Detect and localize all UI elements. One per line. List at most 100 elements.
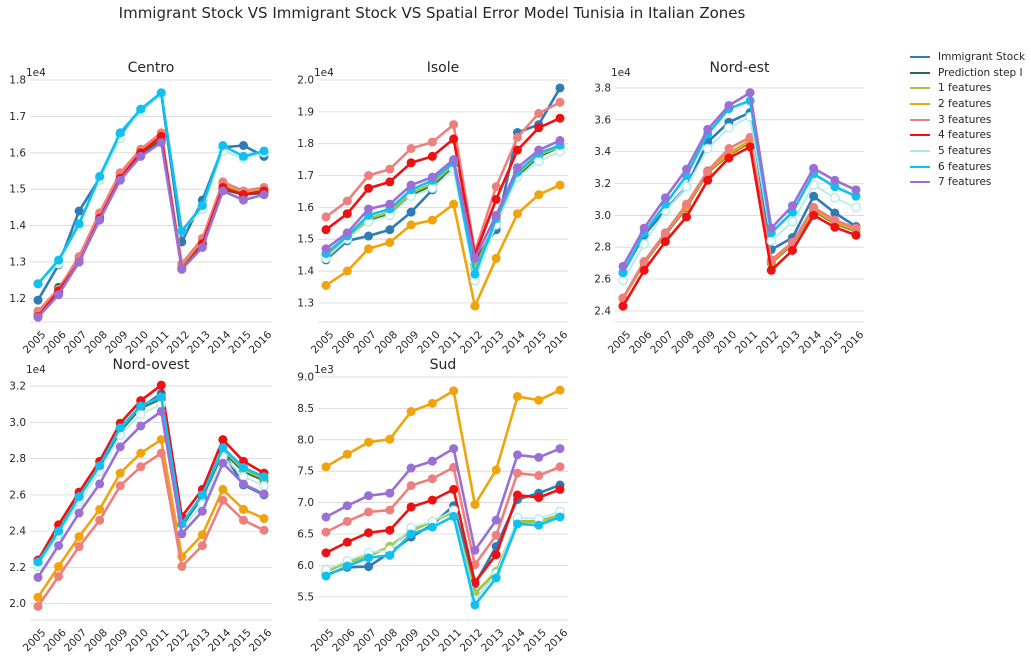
y-tick-label: 2.4	[594, 305, 611, 317]
data-point	[259, 146, 269, 156]
data-point	[406, 529, 416, 539]
x-tick-label: 2008	[83, 329, 110, 356]
data-point	[218, 484, 228, 494]
y-tick-label: 1.5	[297, 234, 314, 246]
y-tick-label: 1.6	[297, 202, 314, 214]
series-4-features	[33, 131, 269, 322]
data-point	[364, 171, 374, 181]
axis-scale-label: 1e4	[26, 67, 46, 79]
data-point	[555, 83, 565, 93]
data-point	[95, 479, 105, 489]
legend-label: 5 features	[938, 144, 992, 157]
data-point	[660, 193, 670, 203]
data-point	[321, 244, 331, 254]
legend-label: 4 features	[938, 129, 992, 142]
data-point	[427, 398, 437, 408]
data-point	[427, 522, 437, 532]
y-tick-label: 5.5	[297, 591, 314, 603]
data-point	[639, 265, 649, 275]
data-point	[33, 601, 43, 611]
panel-isole: 1.3 1.4 1.5 1.6 1.7 1.8 1.9 2.0 2005200620072008…	[297, 60, 570, 356]
series-immigrant-stock	[618, 108, 861, 278]
data-point	[218, 186, 228, 196]
x-tick-label: 2009	[103, 329, 130, 356]
data-point	[534, 123, 544, 133]
x-tick-label: 2016	[247, 329, 275, 357]
y-tick-label: 8.5	[297, 403, 314, 415]
data-point	[534, 452, 544, 462]
x-tick-label: 2013	[479, 329, 506, 356]
data-point	[321, 548, 331, 558]
series-2-features	[321, 385, 565, 509]
series-3-features	[33, 128, 269, 316]
x-tick-label: 2011	[144, 627, 171, 654]
data-point	[364, 562, 374, 572]
data-point	[218, 435, 228, 445]
axis-scale-label: 1e4	[611, 67, 631, 79]
series-2-features	[321, 180, 565, 311]
legend-swatch	[910, 149, 930, 152]
data-point	[54, 541, 64, 551]
data-point	[197, 506, 207, 516]
x-tick-label: 2014	[500, 627, 528, 655]
data-point	[115, 481, 125, 491]
x-tick-label: 2010	[415, 329, 442, 356]
legend-swatch	[910, 134, 930, 137]
data-point	[449, 511, 459, 521]
series-7-features	[618, 88, 861, 271]
data-point	[321, 225, 331, 235]
data-point	[681, 181, 692, 192]
data-point	[724, 100, 734, 110]
x-tick-label: 2015	[522, 627, 549, 654]
data-point	[406, 463, 416, 473]
data-point	[74, 508, 84, 518]
data-point	[427, 137, 437, 147]
data-point	[364, 231, 374, 241]
x-tick-label: 2006	[41, 329, 69, 357]
x-tick-label: 2006	[330, 627, 358, 655]
y-tick-label: 1.7	[297, 170, 314, 182]
data-point	[385, 199, 395, 209]
panel-title: Isole	[427, 60, 460, 76]
y-tick-label: 2.6	[594, 274, 611, 286]
series-line	[325, 101, 561, 254]
data-point	[136, 462, 146, 472]
x-tick-label: 2015	[818, 329, 845, 356]
data-point	[470, 499, 480, 509]
data-point	[238, 479, 248, 489]
legend-label: Prediction step I	[938, 66, 1023, 79]
x-tick-label: 2009	[691, 329, 718, 356]
series-line	[621, 111, 857, 274]
data-point	[74, 206, 84, 216]
x-tick-label: 2016	[247, 627, 275, 655]
data-point	[259, 525, 269, 535]
panel-nord-est: 2.4 2.6 2.8 3.0 3.2 3.4 3.6 3.8 2005200620072008…	[594, 60, 866, 356]
series-line	[325, 117, 561, 257]
data-point	[724, 153, 734, 163]
series-7-features	[321, 136, 565, 263]
series-4-features	[321, 484, 565, 587]
data-point	[95, 515, 105, 525]
data-point	[385, 164, 395, 174]
data-point	[703, 124, 713, 134]
data-point	[33, 295, 43, 305]
data-point	[115, 175, 125, 185]
x-tick-label: 2012	[458, 627, 485, 654]
data-point	[95, 171, 105, 181]
data-point	[427, 456, 437, 466]
series-line	[36, 410, 265, 579]
x-tick-label: 2007	[351, 627, 378, 654]
data-point	[512, 490, 522, 500]
data-point	[177, 264, 187, 274]
x-tick-label: 2007	[62, 329, 89, 356]
data-point	[702, 143, 713, 154]
series-6-features	[321, 511, 565, 610]
legend-item-3-features: 3 features	[910, 112, 1025, 128]
data-point	[95, 215, 105, 225]
x-tick-label: 2012	[754, 329, 781, 356]
x-tick-label: 2012	[458, 329, 485, 356]
data-point	[115, 468, 125, 478]
data-point	[851, 202, 861, 213]
legend-swatch	[910, 87, 930, 90]
data-point	[512, 519, 522, 529]
